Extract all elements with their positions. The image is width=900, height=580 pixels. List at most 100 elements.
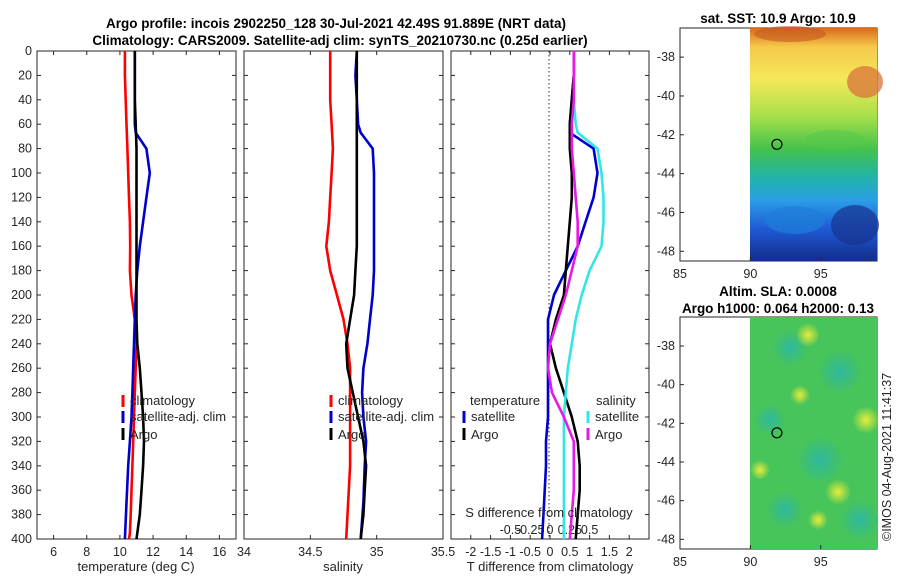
salinity-legend: climatology satellite-adj. clim Argo xyxy=(329,393,434,442)
x-tick-label: 6 xyxy=(50,545,57,559)
longitude-tick-label: 90 xyxy=(743,267,757,281)
x-tick-label: 1.5 xyxy=(601,545,618,559)
x-tick-label: 35 xyxy=(370,545,384,559)
salinity-series xyxy=(324,50,376,540)
x-tick-label: 10 xyxy=(113,545,127,559)
series-line-satellite-adj-clim xyxy=(354,50,376,540)
depth-tick-label: 200 xyxy=(11,288,32,302)
depth-tick-label: 120 xyxy=(11,190,32,204)
depth-tick-label: 260 xyxy=(11,361,32,375)
longitude-tick-label: 95 xyxy=(814,267,828,281)
legend-label-climatology: climatology xyxy=(338,393,404,408)
sla-longitude-ticks: 85 90 95 xyxy=(673,545,828,569)
salinity-axis-label: salinity xyxy=(323,559,363,574)
temperature-axis-ticks: 6 8 10 12 14 16 xyxy=(50,51,226,559)
depth-tick-label: 280 xyxy=(11,386,32,400)
difference-series xyxy=(540,51,605,540)
salinity-depth-ticks xyxy=(244,50,443,540)
depth-tick-label: 240 xyxy=(11,337,32,351)
latitude-tick-label: -44 xyxy=(657,455,675,469)
x-tick-label: -1.5 xyxy=(480,545,502,559)
depth-tick-label: 140 xyxy=(11,215,32,229)
depth-tick-label: 80 xyxy=(18,142,32,156)
figure-title-line2: Climatology: CARS2009. Satellite-adj cli… xyxy=(92,33,587,48)
temperature-axis-label: temperature (deg C) xyxy=(77,559,194,574)
depth-tick-label: 60 xyxy=(18,117,32,131)
sst-longitude-ticks: 85 90 95 xyxy=(673,257,828,281)
legend-label-satellite-adj: satellite-adj. clim xyxy=(130,409,226,424)
s-difference-tick-label: -0.25 xyxy=(516,523,545,537)
x-tick-label: -2 xyxy=(465,545,476,559)
longitude-tick-label: 95 xyxy=(814,555,828,569)
legend-label-argo: Argo xyxy=(338,427,365,442)
temperature-series xyxy=(123,51,152,540)
latitude-tick-label: -46 xyxy=(657,494,675,508)
x-tick-label: 34 xyxy=(237,545,251,559)
sst-heatmap-image xyxy=(750,26,883,261)
x-tick-label: 0.5 xyxy=(561,545,578,559)
series-line-argo xyxy=(344,51,368,540)
difference-panel: -2 -1.5 -1 -0.5 0 0.5 1 1.5 2 -0.5-0.25 0 0.250.5 … xyxy=(450,50,650,574)
s-difference-tick-label: 0.5 xyxy=(581,523,598,537)
argo-position-marker xyxy=(771,138,783,150)
x-tick-label: -1 xyxy=(505,545,516,559)
depth-tick-label: 300 xyxy=(11,410,32,424)
depth-tick-label: 0 xyxy=(25,44,32,58)
depth-axis-ticks: 0 20 40 60 80 100 120 140 160 180 200 220 240 260 280 3… xyxy=(11,44,236,546)
x-tick-label: 35.5 xyxy=(431,545,455,559)
difference-legend: temperature satellite Argo salinity sate… xyxy=(462,393,639,442)
t-difference-axis-ticks: -2 -1.5 -1 -0.5 0 0.5 1 1.5 2 xyxy=(465,51,633,559)
series-line-temperature-argo xyxy=(548,51,582,540)
depth-tick-label: 340 xyxy=(11,459,32,473)
x-tick-label: 16 xyxy=(212,545,226,559)
sla-map-panel: Altim. SLA: 0.0008 Argo h1000: 0.064 h20… xyxy=(657,284,880,569)
depth-tick-label: 320 xyxy=(11,434,32,448)
difference-depth-ticks xyxy=(451,50,649,540)
x-tick-label: 2 xyxy=(626,545,633,559)
legend-label-salinity-argo: Argo xyxy=(595,427,622,442)
x-tick-label: 12 xyxy=(146,545,160,559)
latitude-tick-label: -38 xyxy=(657,339,675,353)
series-line-salinity-argo xyxy=(546,51,580,540)
s-difference-axis-label: S difference from climatology xyxy=(465,505,633,520)
legend-label-salinity-satellite: satellite xyxy=(595,409,639,424)
sst-latitude-ticks: -38 -40 -42 -44 -46 -48 xyxy=(657,50,684,258)
depth-tick-label: 220 xyxy=(11,312,32,326)
latitude-tick-label: -48 xyxy=(657,244,675,258)
latitude-tick-label: -40 xyxy=(657,89,675,103)
t-difference-axis-label: T difference from climatology xyxy=(467,559,634,574)
latitude-tick-label: -42 xyxy=(657,416,675,430)
depth-tick-label: 180 xyxy=(11,264,32,278)
depth-tick-label: 380 xyxy=(11,508,32,522)
sla-heatmap-image xyxy=(750,317,880,549)
sst-map-panel: sat. SST: 10.9 Argo: 10.9 -38 -40 -42 -44 -4… xyxy=(657,11,883,281)
series-line-climatology xyxy=(123,51,138,540)
s-difference-axis-ticks: -0.5-0.25 0 0.250.5 xyxy=(500,523,599,537)
depth-tick-label: 100 xyxy=(11,166,32,180)
figure-title-line1: Argo profile: incois 2902250_128 30-Jul-… xyxy=(106,16,566,31)
legend-label-argo: Argo xyxy=(130,427,157,442)
sla-map-title: Altim. SLA: 0.0008 xyxy=(719,284,837,299)
legend-label-climatology: climatology xyxy=(130,393,196,408)
legend-label-temperature-argo: Argo xyxy=(471,427,498,442)
temperature-legend: climatology satellite-adj. clim Argo xyxy=(121,393,226,442)
temperature-panel: 0 20 40 60 80 100 120 140 160 180 200 220 240 260 280 3… xyxy=(11,44,237,574)
legend-title-temperature: temperature xyxy=(470,393,540,408)
sst-map-title: sat. SST: 10.9 Argo: 10.9 xyxy=(700,11,856,26)
legend-label-temperature-satellite: satellite xyxy=(471,409,515,424)
latitude-tick-label: -48 xyxy=(657,532,675,546)
x-tick-label: 0 xyxy=(547,545,554,559)
depth-tick-label: 400 xyxy=(11,532,32,546)
latitude-tick-label: -38 xyxy=(657,50,675,64)
longitude-tick-label: 90 xyxy=(743,555,757,569)
s-difference-tick-label: 0 xyxy=(547,523,554,537)
x-tick-label: 8 xyxy=(83,545,90,559)
salinity-panel: 34 34.5 35 35.5 salinity climatology satell… xyxy=(237,50,455,574)
x-tick-label: 34.5 xyxy=(298,545,322,559)
longitude-tick-label: 85 xyxy=(673,555,687,569)
depth-tick-label: 360 xyxy=(11,483,32,497)
s-difference-tick-label: -0.5 xyxy=(500,523,522,537)
depth-tick-label: 40 xyxy=(18,93,32,107)
depth-tick-label: 160 xyxy=(11,239,32,253)
